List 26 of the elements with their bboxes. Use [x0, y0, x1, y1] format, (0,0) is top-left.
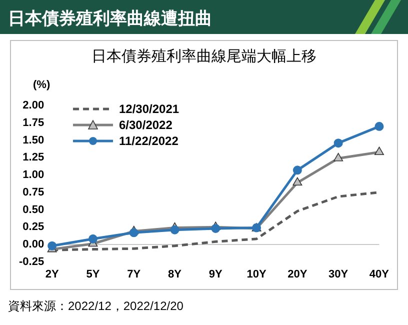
legend-label: 11/22/2022	[119, 134, 178, 148]
x-tick-label: 5Y	[86, 268, 100, 280]
y-tick-label: 0.75	[22, 186, 44, 198]
legend-label: 12/30/2021	[119, 102, 180, 116]
legend-label: 6/30/2022	[119, 118, 172, 132]
y-tick-label: 0.50	[22, 204, 44, 216]
y-tick-label: 1.75	[22, 116, 44, 129]
x-tick-label: 2Y	[45, 268, 60, 280]
y-tick-label: 1.00	[22, 169, 44, 182]
x-tick-label: 8Y	[168, 268, 182, 280]
x-tick-label: 30Y	[328, 268, 349, 280]
source-note: 資料來源：2022/12，2022/12/20	[8, 298, 184, 315]
y-tick-label: 0.00	[22, 238, 44, 250]
y-tick-label: 2.00	[22, 100, 44, 112]
chart-title: 日本債券殖利率曲線遭扭曲	[8, 8, 212, 30]
x-tick-label: 7Y	[127, 268, 142, 280]
y-tick-label: -0.25	[18, 256, 44, 268]
y-axis-title: (%)	[33, 79, 50, 91]
x-tick-label: 40Y	[369, 268, 390, 280]
y-tick-label: 1.50	[22, 134, 44, 146]
x-tick-label: 10Y	[246, 268, 267, 280]
y-tick-label: 0.25	[22, 221, 44, 234]
x-tick-label: 9Y	[208, 268, 224, 280]
chart-subtitle: 日本債券殖利率曲線尾端大幅上移	[90, 47, 318, 66]
x-tick-label: 20Y	[288, 268, 308, 280]
y-tick-label: 1.25	[22, 152, 44, 164]
